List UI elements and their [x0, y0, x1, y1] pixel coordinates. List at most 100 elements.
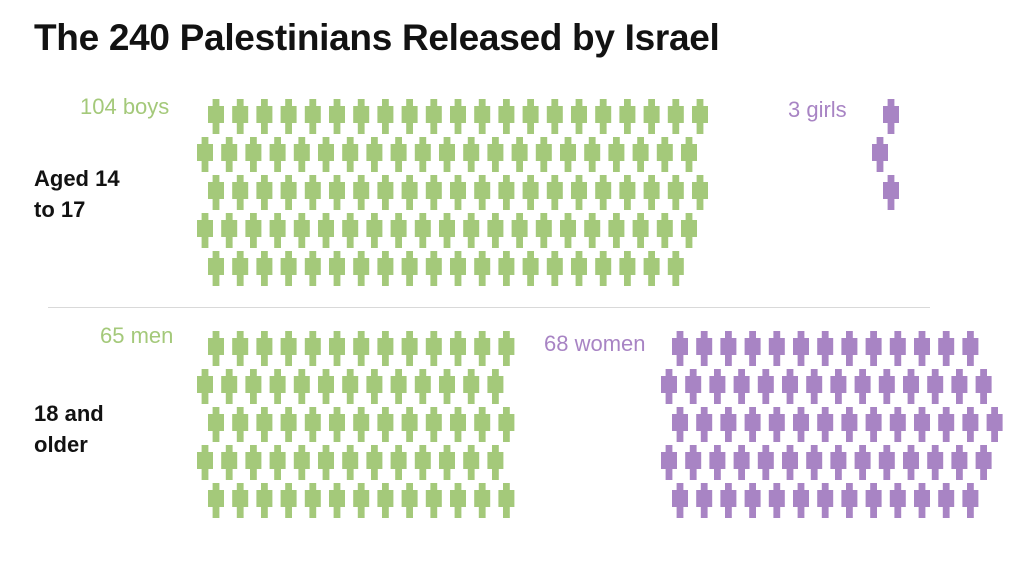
- person-icon: [329, 407, 345, 442]
- person-icon: [232, 483, 249, 518]
- person-icon: [342, 213, 359, 248]
- person-icon: [986, 407, 1003, 442]
- person-icon: [667, 175, 684, 210]
- person-icon: [498, 331, 515, 366]
- person-icon: [366, 213, 383, 248]
- person-icon: [511, 213, 528, 248]
- person-icon: [353, 483, 370, 518]
- pictogram-group-68-women: [661, 331, 1003, 518]
- person-icon: [595, 99, 612, 134]
- row-label-line: Aged 14: [34, 166, 120, 191]
- row-label-aged-14-to-17: Aged 14 to 17: [34, 163, 120, 225]
- person-icon: [914, 331, 930, 366]
- person-icon: [672, 483, 688, 518]
- person-icon: [903, 445, 919, 480]
- person-icon: [672, 407, 688, 442]
- person-icon: [377, 331, 394, 366]
- person-icon: [377, 251, 394, 286]
- person-icon: [425, 99, 442, 134]
- person-icon: [390, 213, 407, 248]
- person-icon: [439, 213, 455, 248]
- person-icon: [269, 369, 286, 404]
- person-icon: [293, 369, 310, 404]
- person-icon: [927, 445, 944, 480]
- person-icon: [938, 331, 955, 366]
- person-icon: [304, 407, 321, 442]
- person-icon: [883, 99, 899, 134]
- person-icon: [474, 175, 491, 210]
- person-icon: [197, 213, 213, 248]
- person-icon: [878, 369, 895, 404]
- person-icon: [696, 407, 713, 442]
- person-icon: [817, 331, 834, 366]
- person-icon: [487, 137, 504, 172]
- person-icon: [474, 251, 491, 286]
- person-icon: [425, 407, 442, 442]
- person-icon: [280, 331, 297, 366]
- person-icon: [841, 331, 858, 366]
- person-icon: [667, 251, 684, 286]
- person-icon: [414, 369, 431, 404]
- person-icon: [619, 175, 636, 210]
- person-icon: [865, 483, 882, 518]
- person-icon: [208, 175, 224, 210]
- person-icon: [221, 213, 238, 248]
- person-icon: [221, 445, 238, 480]
- person-icon: [522, 175, 539, 210]
- person-icon: [806, 445, 823, 480]
- person-icon: [256, 99, 273, 134]
- person-icon: [353, 407, 370, 442]
- person-icon: [450, 99, 466, 134]
- person-icon: [709, 445, 726, 480]
- person-icon: [914, 407, 930, 442]
- person-icon: [318, 137, 334, 172]
- person-icon: [414, 213, 431, 248]
- person-icon: [757, 445, 774, 480]
- person-icon: [329, 99, 345, 134]
- person-icon: [232, 99, 249, 134]
- person-icon: [208, 251, 224, 286]
- person-icon: [830, 445, 847, 480]
- person-icon: [696, 483, 713, 518]
- person-icon: [793, 483, 809, 518]
- person-icon: [560, 213, 576, 248]
- person-icon: [474, 99, 491, 134]
- person-icon: [414, 445, 431, 480]
- person-icon: [221, 137, 238, 172]
- person-icon: [280, 175, 297, 210]
- person-icon: [401, 483, 418, 518]
- person-icon: [474, 407, 491, 442]
- person-icon: [318, 445, 334, 480]
- person-icon: [692, 99, 708, 134]
- person-icon: [903, 369, 919, 404]
- person-icon: [619, 251, 636, 286]
- row-label-line: to 17: [34, 197, 86, 222]
- group-label-men: 65 men: [100, 323, 174, 348]
- person-icon: [498, 407, 515, 442]
- person-icon: [656, 213, 673, 248]
- person-icon: [487, 213, 504, 248]
- person-icon: [425, 331, 442, 366]
- person-icon: [377, 483, 394, 518]
- person-icon: [938, 407, 955, 442]
- person-icon: [256, 175, 273, 210]
- person-icon: [293, 137, 310, 172]
- person-icon: [692, 175, 708, 210]
- person-icon: [720, 483, 737, 518]
- person-icon: [962, 331, 979, 366]
- person-icon: [377, 407, 394, 442]
- person-icon: [975, 369, 992, 404]
- person-icon: [782, 369, 798, 404]
- person-icon: [425, 483, 442, 518]
- person-icon: [280, 99, 297, 134]
- person-icon: [619, 99, 636, 134]
- person-icon: [720, 407, 737, 442]
- person-icon: [643, 99, 660, 134]
- person-icon: [744, 331, 761, 366]
- person-icon: [733, 445, 750, 480]
- person-icon: [256, 483, 273, 518]
- row-label-line: 18 and: [34, 401, 104, 426]
- person-icon: [208, 99, 224, 134]
- person-icon: [865, 331, 882, 366]
- person-icon: [782, 445, 798, 480]
